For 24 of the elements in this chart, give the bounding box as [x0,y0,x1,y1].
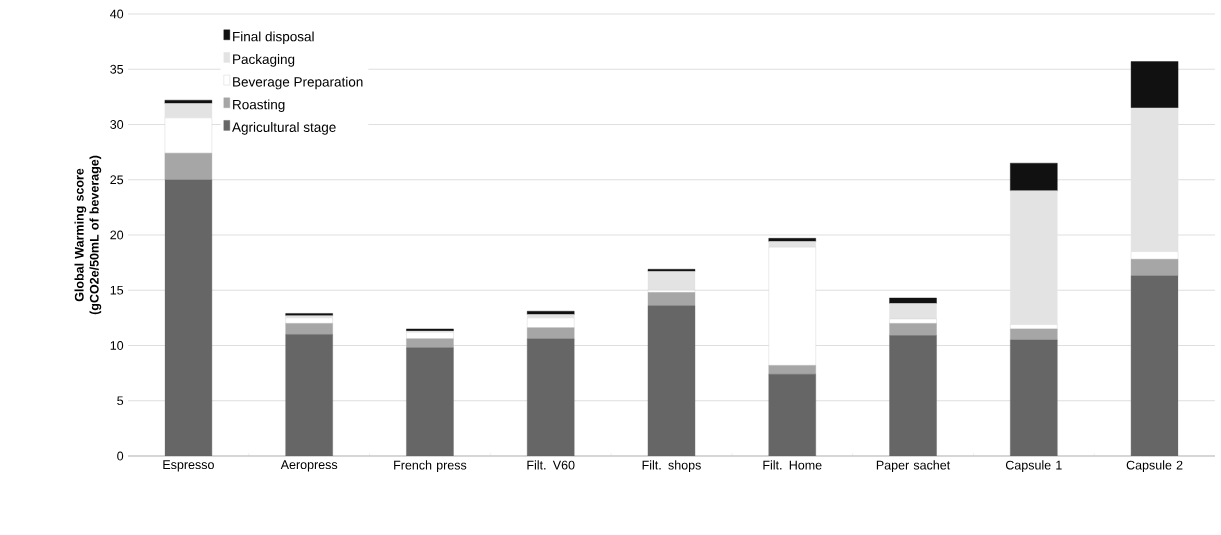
legend-label: Agricultural stage [232,122,336,135]
x-tick-label: Filt. Home [763,460,822,470]
legend-label: Roasting [233,99,285,113]
legend-label: Final disposal [233,31,314,45]
y-tick-label: 5 [117,396,124,406]
x-tick-label: Capsule 2 [1126,460,1183,472]
legend-label: Packaging [233,54,295,67]
y-tick-label: 0 [117,451,124,461]
x-tick-label: Capsule 1 [1005,460,1062,472]
x-tick-label: Aeropress [280,460,338,472]
y-axis-title: Global Warming score (gCO2e/50mL of beverage) [74,155,102,315]
x-tick-label: French press [394,460,467,472]
x-tick-label: Filt. V60 [527,460,575,470]
y-tick-label: 20 [110,230,124,240]
x-tick-label: Filt. shops [642,460,701,472]
y-tick-label: 35 [110,64,124,74]
y-tick-label: 25 [110,175,124,185]
y-tick-label: 10 [110,341,124,350]
y-tick-label: 15 [110,285,124,295]
x-tick-label: Paper sachet [876,460,951,472]
legend-label: Beverage Preparation [233,76,363,90]
y-tick-label: 40 [110,9,124,19]
x-tick-label: Espresso [163,460,214,472]
y-tick-label: 30 [110,120,124,129]
